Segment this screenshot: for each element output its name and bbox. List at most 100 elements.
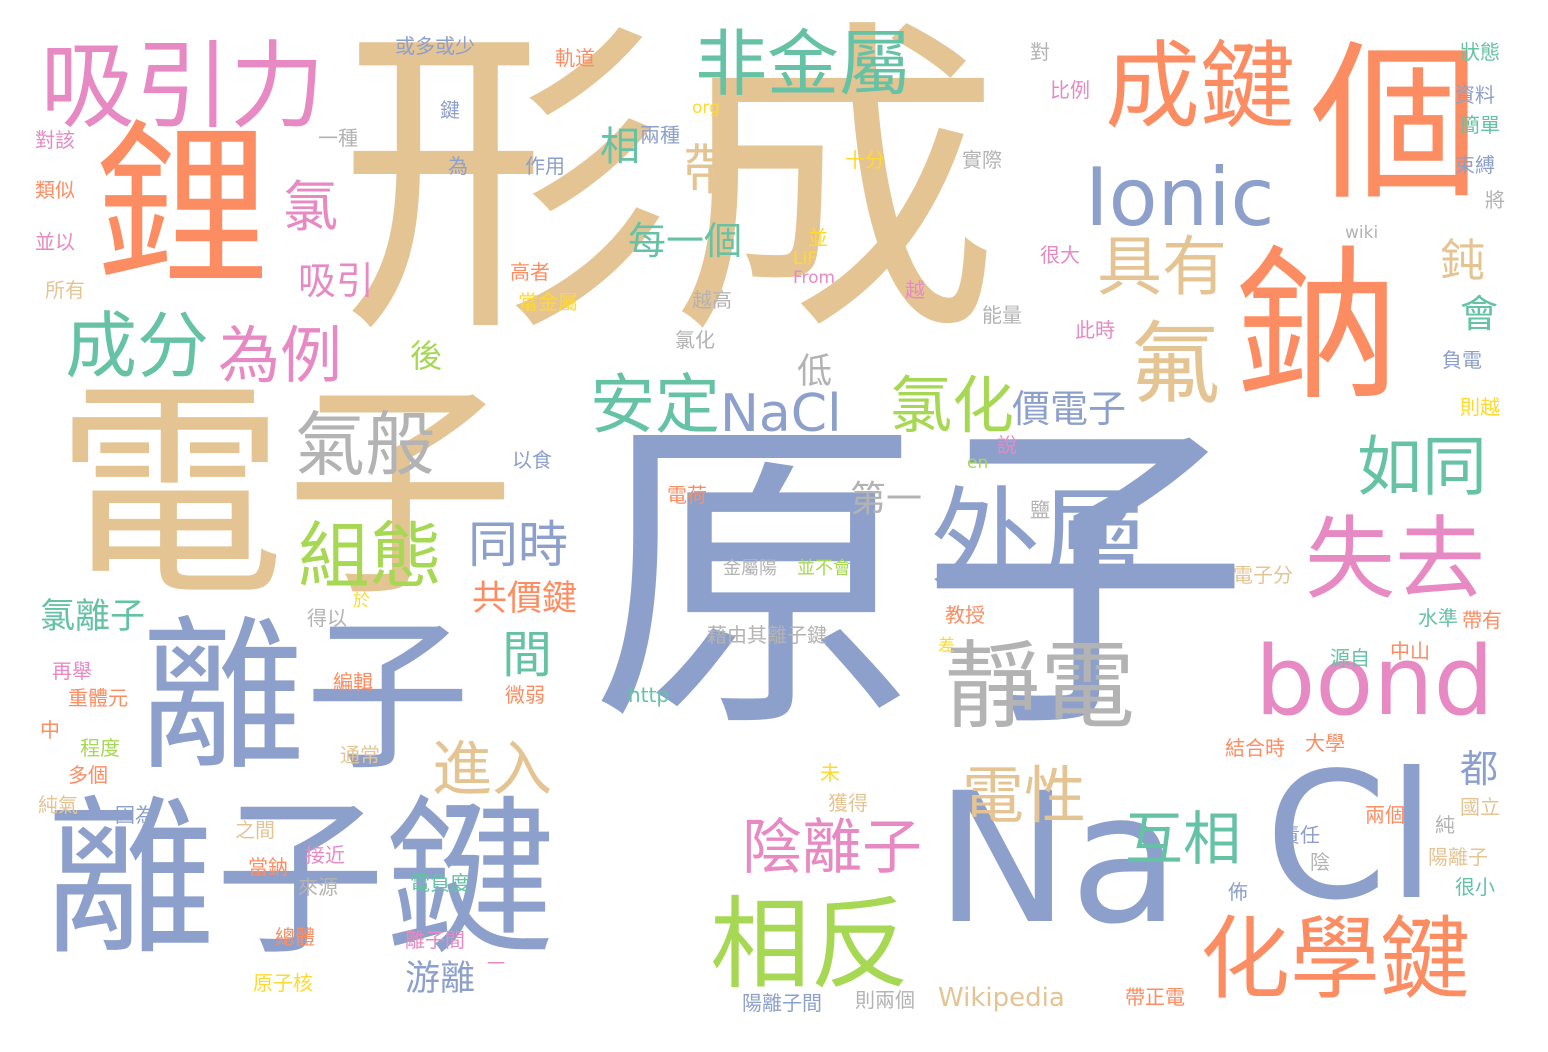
word-cjk-32: 互相	[1125, 805, 1242, 873]
word-cjk-119: 當鈉	[248, 855, 288, 879]
word-cjk-7: 鋰	[95, 106, 270, 309]
word-cjk-43: 共價鍵	[472, 579, 578, 619]
word-cjk-73: 能量	[982, 303, 1022, 327]
word-cjk-92: 束縛	[1455, 153, 1495, 177]
word-cjk-19: 非金屬	[695, 22, 912, 106]
word-cjk-111: 則兩個	[855, 988, 915, 1012]
word-cjk-40: 吸引	[298, 259, 375, 303]
word-cjk-80: 電荷	[667, 483, 707, 507]
word-cjk-69: 當金屬	[518, 290, 578, 314]
word-cjk-135: 對該	[35, 128, 75, 152]
word-cjk-88: 得以	[307, 606, 347, 630]
word-cjk-70: 越高	[692, 288, 732, 312]
word-cjk-30: 氯	[283, 175, 339, 239]
word-cjk-86: 差	[938, 636, 955, 656]
word-bond-13: bond	[1255, 627, 1494, 737]
word-cjk-99: 源自	[1330, 646, 1370, 670]
word-cjk-61: 對	[1030, 40, 1050, 64]
word-cjk-31: 陰離子	[742, 813, 922, 883]
word-cjk-10: 成鍵	[1105, 32, 1296, 142]
word-cjk-52: 或多或少	[395, 34, 475, 58]
word-cjk-90: 資料	[1455, 83, 1495, 107]
word-cjk-24: 成分	[65, 304, 210, 388]
word-cjk-68: 高者	[510, 260, 550, 284]
word-cjk-49: 都	[1460, 747, 1499, 791]
word-cjk-50: 低	[797, 352, 833, 392]
word-cjk-74: 此時	[1075, 318, 1115, 342]
word-na-4: Na	[935, 755, 1180, 964]
word-cjk-2: 電子	[55, 361, 516, 628]
word-cjk-123: 多個	[68, 763, 108, 787]
word-cjk-81: 金屬陽	[723, 558, 777, 579]
word-cjk-39: 鈍	[1440, 234, 1486, 287]
word-cjk-53: 軌道	[555, 46, 595, 70]
word-cjk-124: 程度	[80, 736, 120, 760]
word-wikipedia-47: Wikipedia	[938, 983, 1065, 1013]
word-cjk-51: 後	[410, 337, 443, 375]
word-cjk-63: 實際	[962, 148, 1002, 172]
word-cjk-0: 原子	[590, 388, 1250, 772]
word-cjk-91: 簡單	[1460, 113, 1500, 137]
word-cjk-89: 狀態	[1460, 40, 1500, 64]
word-cjk-112: 陽離子間	[742, 991, 822, 1015]
word-cjk-133: 未	[820, 761, 840, 785]
word-cjk-46: 游離	[405, 959, 476, 999]
word-cjk-36: 進入	[432, 735, 552, 805]
word-cjk-139: 一	[487, 954, 505, 975]
word-cjk-94: 負電	[1442, 348, 1482, 372]
word-cjk-3: 離子鍵	[45, 781, 556, 979]
word-cjk-58: 兩種	[640, 123, 680, 147]
word-cjk-104: 純	[1435, 813, 1455, 837]
word-cjk-121: 因為	[115, 803, 155, 827]
word-cjk-116: 總體	[275, 925, 315, 949]
word-from-67: From	[793, 268, 836, 288]
word-cjk-109: 佈	[1228, 880, 1248, 904]
word-cjk-45: 第一	[850, 479, 923, 520]
word-cjk-15: 失去	[1305, 507, 1485, 612]
word-cjk-37: 間	[502, 626, 552, 684]
word-cjk-107: 陽離子	[1428, 845, 1488, 869]
word-cjk-72: 很大	[1040, 243, 1080, 267]
word-ionic-12: Ionic	[1085, 151, 1275, 244]
word-nacl-21: NaCl	[720, 384, 842, 444]
word-cjk-27: 組態	[298, 514, 443, 598]
word-cjk-98: 中山	[1390, 639, 1430, 663]
word-org-59: org	[692, 98, 720, 118]
word-cjk-1: 形成	[340, 0, 1000, 377]
word-cjk-131: 通常	[340, 743, 380, 767]
word-cl-5: Cl	[1265, 736, 1436, 939]
word-cjk-127: 再舉	[52, 659, 92, 683]
word-cjk-136: 類似	[35, 178, 75, 202]
word-cjk-56: 為	[448, 154, 468, 178]
word-cjk-137: 並以	[35, 230, 75, 254]
word-cjk-57: 作用	[525, 154, 565, 178]
word-cjk-54: 鍵	[440, 98, 460, 122]
word-cjk-38: 每一個	[628, 219, 743, 263]
word-cjk-87: 於	[353, 591, 370, 611]
word-cjk-62: 十分	[845, 148, 885, 172]
word-cjk-26: 氣般	[295, 404, 435, 486]
word-cjk-35: 同時	[468, 516, 568, 574]
word-cjk-33: 電性	[962, 759, 1087, 832]
word-cjk-65: 並	[808, 226, 828, 250]
word-cjk-96: 帶有	[1462, 608, 1502, 632]
word-http-130: http	[628, 683, 670, 707]
word-cjk-6: 離子	[140, 601, 470, 793]
word-cjk-106: 陰	[1310, 850, 1330, 874]
word-cjk-18: 吸引力	[40, 32, 326, 142]
word-cjk-60: 比例	[1050, 78, 1090, 102]
word-cjk-95: 則越	[1460, 395, 1500, 419]
word-cjk-132: 兩	[750, 698, 770, 722]
word-cjk-22: 安定	[590, 368, 721, 443]
word-cjk-17: 靜電	[945, 632, 1136, 742]
word-cjk-11: 外層	[930, 476, 1150, 604]
word-cjk-115: 原子核	[253, 971, 313, 995]
word-lif-66: LiF	[793, 249, 817, 269]
word-cjk-102: 國立	[1460, 795, 1500, 819]
word-cjk-14: 化學鍵	[1200, 907, 1470, 1012]
word-cjk-20: 氟	[1130, 312, 1220, 417]
word-cjk-44: 氯離子	[40, 597, 146, 637]
word-cjk-25: 為例	[218, 319, 343, 392]
word-cjk-120: 之間	[235, 818, 275, 842]
